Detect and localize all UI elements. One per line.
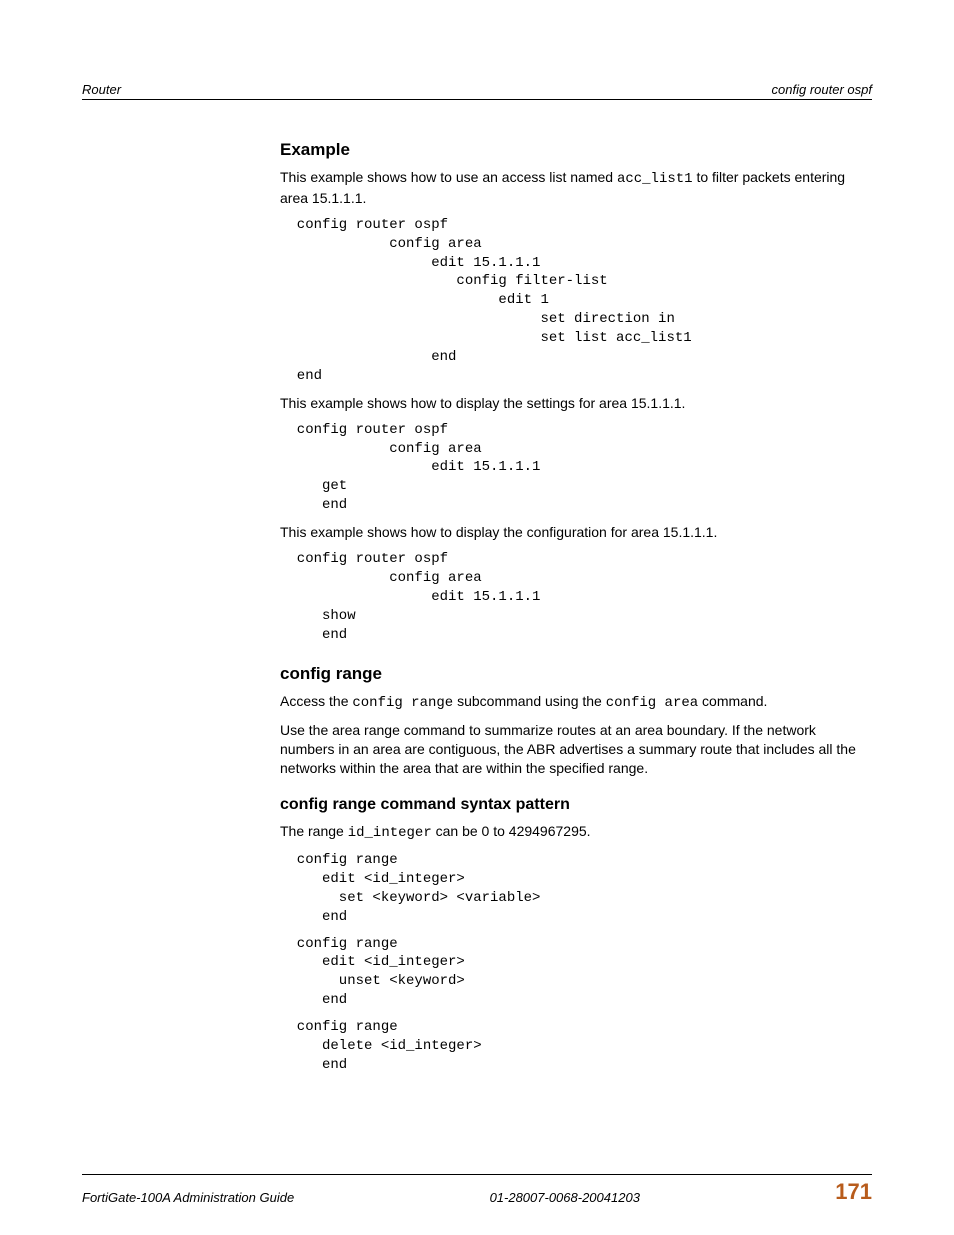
header-left: Router: [82, 82, 121, 97]
configrange-access: Access the config range subcommand using…: [280, 692, 872, 713]
code-block-2: config router ospf config area edit 15.1…: [280, 421, 872, 515]
example-para-3: This example shows how to display the co…: [280, 523, 872, 542]
footer-left: FortiGate-100A Administration Guide: [82, 1190, 294, 1205]
inline-code: acc_list1: [617, 171, 693, 187]
content: Example This example shows how to use an…: [280, 140, 872, 1075]
inline-code: id_integer: [348, 825, 432, 841]
page-number: 171: [835, 1179, 872, 1205]
syntax-code-2: config range edit <id_integer> unset <ke…: [280, 935, 872, 1011]
syntax-code-1: config range edit <id_integer> set <keyw…: [280, 851, 872, 927]
configrange-desc: Use the area range command to summarize …: [280, 721, 872, 778]
text: The range: [280, 823, 348, 839]
inline-code: config range: [352, 695, 453, 711]
code-block-1: config router ospf config area edit 15.1…: [280, 216, 872, 386]
page: Router config router ospf Example This e…: [0, 0, 954, 1235]
header-bar: Router config router ospf: [82, 82, 872, 100]
code-block-3: config router ospf config area edit 15.1…: [280, 550, 872, 644]
text: This example shows how to use an access …: [280, 169, 617, 185]
heading-example: Example: [280, 140, 872, 160]
footer-center: 01-28007-0068-20041203: [490, 1190, 640, 1205]
text: subcommand using the: [453, 693, 606, 709]
example-intro: This example shows how to use an access …: [280, 168, 872, 208]
inline-code: config area: [606, 695, 698, 711]
footer: FortiGate-100A Administration Guide 01-2…: [82, 1174, 872, 1205]
text: command.: [698, 693, 767, 709]
heading-syntax: config range command syntax pattern: [280, 796, 872, 814]
text: can be 0 to 4294967295.: [432, 823, 591, 839]
header-right: config router ospf: [772, 82, 872, 97]
syntax-para: The range id_integer can be 0 to 4294967…: [280, 822, 872, 843]
text: Access the: [280, 693, 352, 709]
syntax-code-3: config range delete <id_integer> end: [280, 1018, 872, 1075]
example-para-2: This example shows how to display the se…: [280, 394, 872, 413]
heading-config-range: config range: [280, 664, 872, 684]
